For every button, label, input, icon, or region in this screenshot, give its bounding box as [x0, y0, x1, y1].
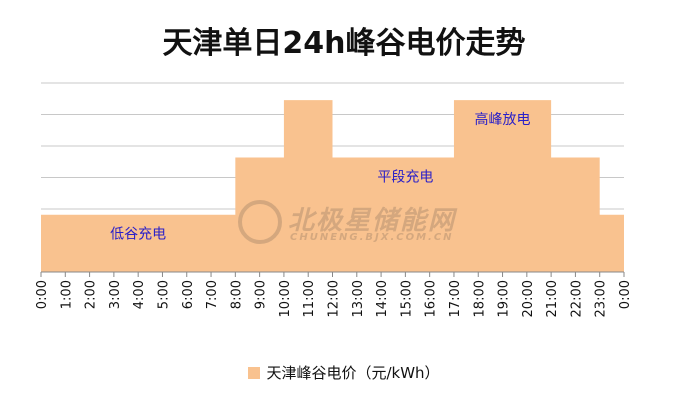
x-tick-label: 21:00	[545, 280, 560, 317]
x-tick-label: 15:00	[399, 280, 414, 317]
x-tick-label: 12:00	[327, 280, 342, 317]
x-tick-label: 3:00	[108, 280, 123, 309]
area-fill	[41, 100, 624, 272]
x-tick-label: 19:00	[497, 280, 512, 317]
x-tick-label: 2:00	[84, 280, 99, 309]
x-tick-label: 0:00	[35, 280, 50, 309]
x-tick-label: 1:00	[59, 280, 74, 309]
area-series	[41, 100, 624, 272]
x-tick-label: 0:00	[618, 280, 633, 309]
x-tick-label: 5:00	[156, 280, 171, 309]
annotation-label: 高峰放电	[475, 111, 531, 128]
x-tick-label: 23:00	[594, 280, 609, 317]
annotation-label: 低谷充电	[110, 227, 166, 243]
legend: 天津峰谷电价（元/kWh）	[0, 362, 688, 383]
x-tick-label: 20:00	[521, 280, 536, 317]
x-tick-label: 18:00	[472, 280, 487, 317]
x-tick-label: 16:00	[424, 280, 439, 317]
x-tick-label: 14:00	[375, 280, 390, 317]
chart-title: 天津单日24h峰谷电价走势	[162, 26, 526, 61]
x-tick-labels: 0:00 1:00 2:00 3:00 4:00 5:00 6:00 7:00 8:00 9:00…	[35, 280, 633, 317]
x-tick-label: 6:00	[181, 280, 196, 309]
x-tick-label: 13:00	[351, 280, 366, 317]
annotation-label: 平段充电	[377, 169, 433, 185]
x-tick-label: 9:00	[254, 280, 269, 309]
x-tick-label: 17:00	[448, 280, 463, 317]
x-tick-label: 4:00	[132, 280, 147, 309]
annotations: 低谷充电 平段充电 高峰放电	[110, 111, 530, 243]
x-tick-label: 10:00	[278, 280, 293, 317]
x-tick-label: 11:00	[302, 280, 317, 317]
legend-label: 天津峰谷电价（元/kWh）	[266, 364, 440, 382]
x-tick-label: 8:00	[229, 280, 244, 309]
x-axis	[40, 271, 625, 277]
x-tick-label: 22:00	[569, 280, 584, 317]
x-tick-label: 7:00	[205, 280, 220, 309]
legend-swatch	[248, 367, 261, 379]
